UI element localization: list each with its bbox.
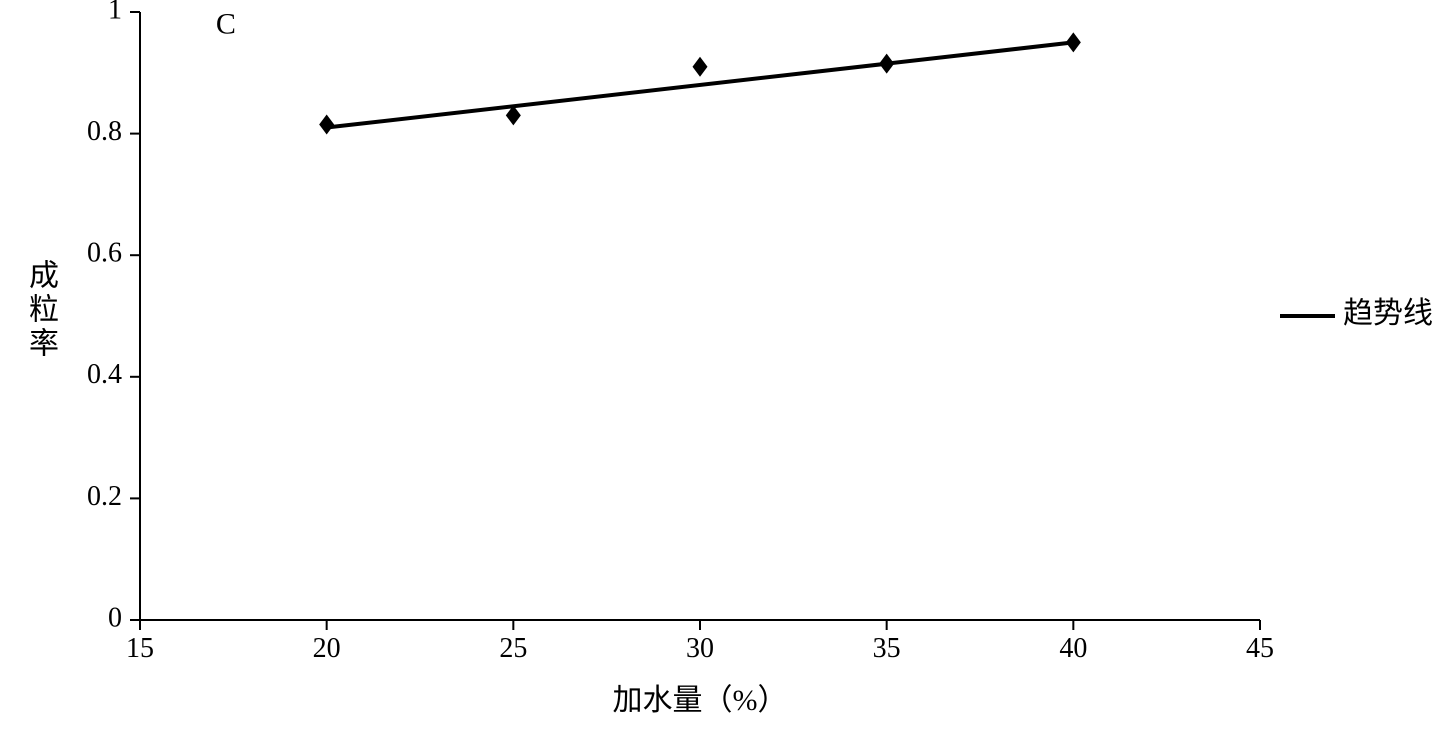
y-axis-title-container: 成粒率 [20, 0, 60, 620]
y-tick-label: 0.4 [87, 359, 122, 390]
data-point [1066, 32, 1081, 52]
panel-label: C [216, 7, 236, 40]
x-tick-label: 45 [1246, 633, 1274, 664]
x-tick-label: 35 [873, 633, 901, 664]
x-tick-label: 20 [313, 633, 341, 664]
legend-label: 趋势线 [1343, 297, 1433, 330]
x-axis-title: 加水量（%） [613, 684, 788, 717]
chart-svg: 0 0.2 0.4 0.6 0.8 1 15 20 25 30 35 40 45 加水量（%） C 趋势线 [0, 0, 1448, 744]
x-tick-label: 30 [686, 633, 714, 664]
y-tick-label: 0.8 [87, 116, 122, 147]
trend-line [327, 42, 1074, 127]
x-tick-label: 25 [499, 633, 527, 664]
x-tick-label: 40 [1059, 633, 1087, 664]
y-tick-label: 0.2 [87, 481, 122, 512]
y-tick-label: 1 [108, 0, 122, 25]
data-point [693, 57, 708, 77]
axis-frame [140, 12, 1260, 620]
data-point [319, 114, 334, 134]
x-tick-label: 15 [126, 633, 154, 664]
data-point [879, 54, 894, 74]
chart-container: 0 0.2 0.4 0.6 0.8 1 15 20 25 30 35 40 45 加水量（%） C 趋势线 成… [0, 0, 1448, 744]
y-tick-label: 0 [108, 602, 122, 633]
y-axis-title: 成粒率 [18, 259, 62, 361]
y-tick-label: 0.6 [87, 238, 122, 269]
